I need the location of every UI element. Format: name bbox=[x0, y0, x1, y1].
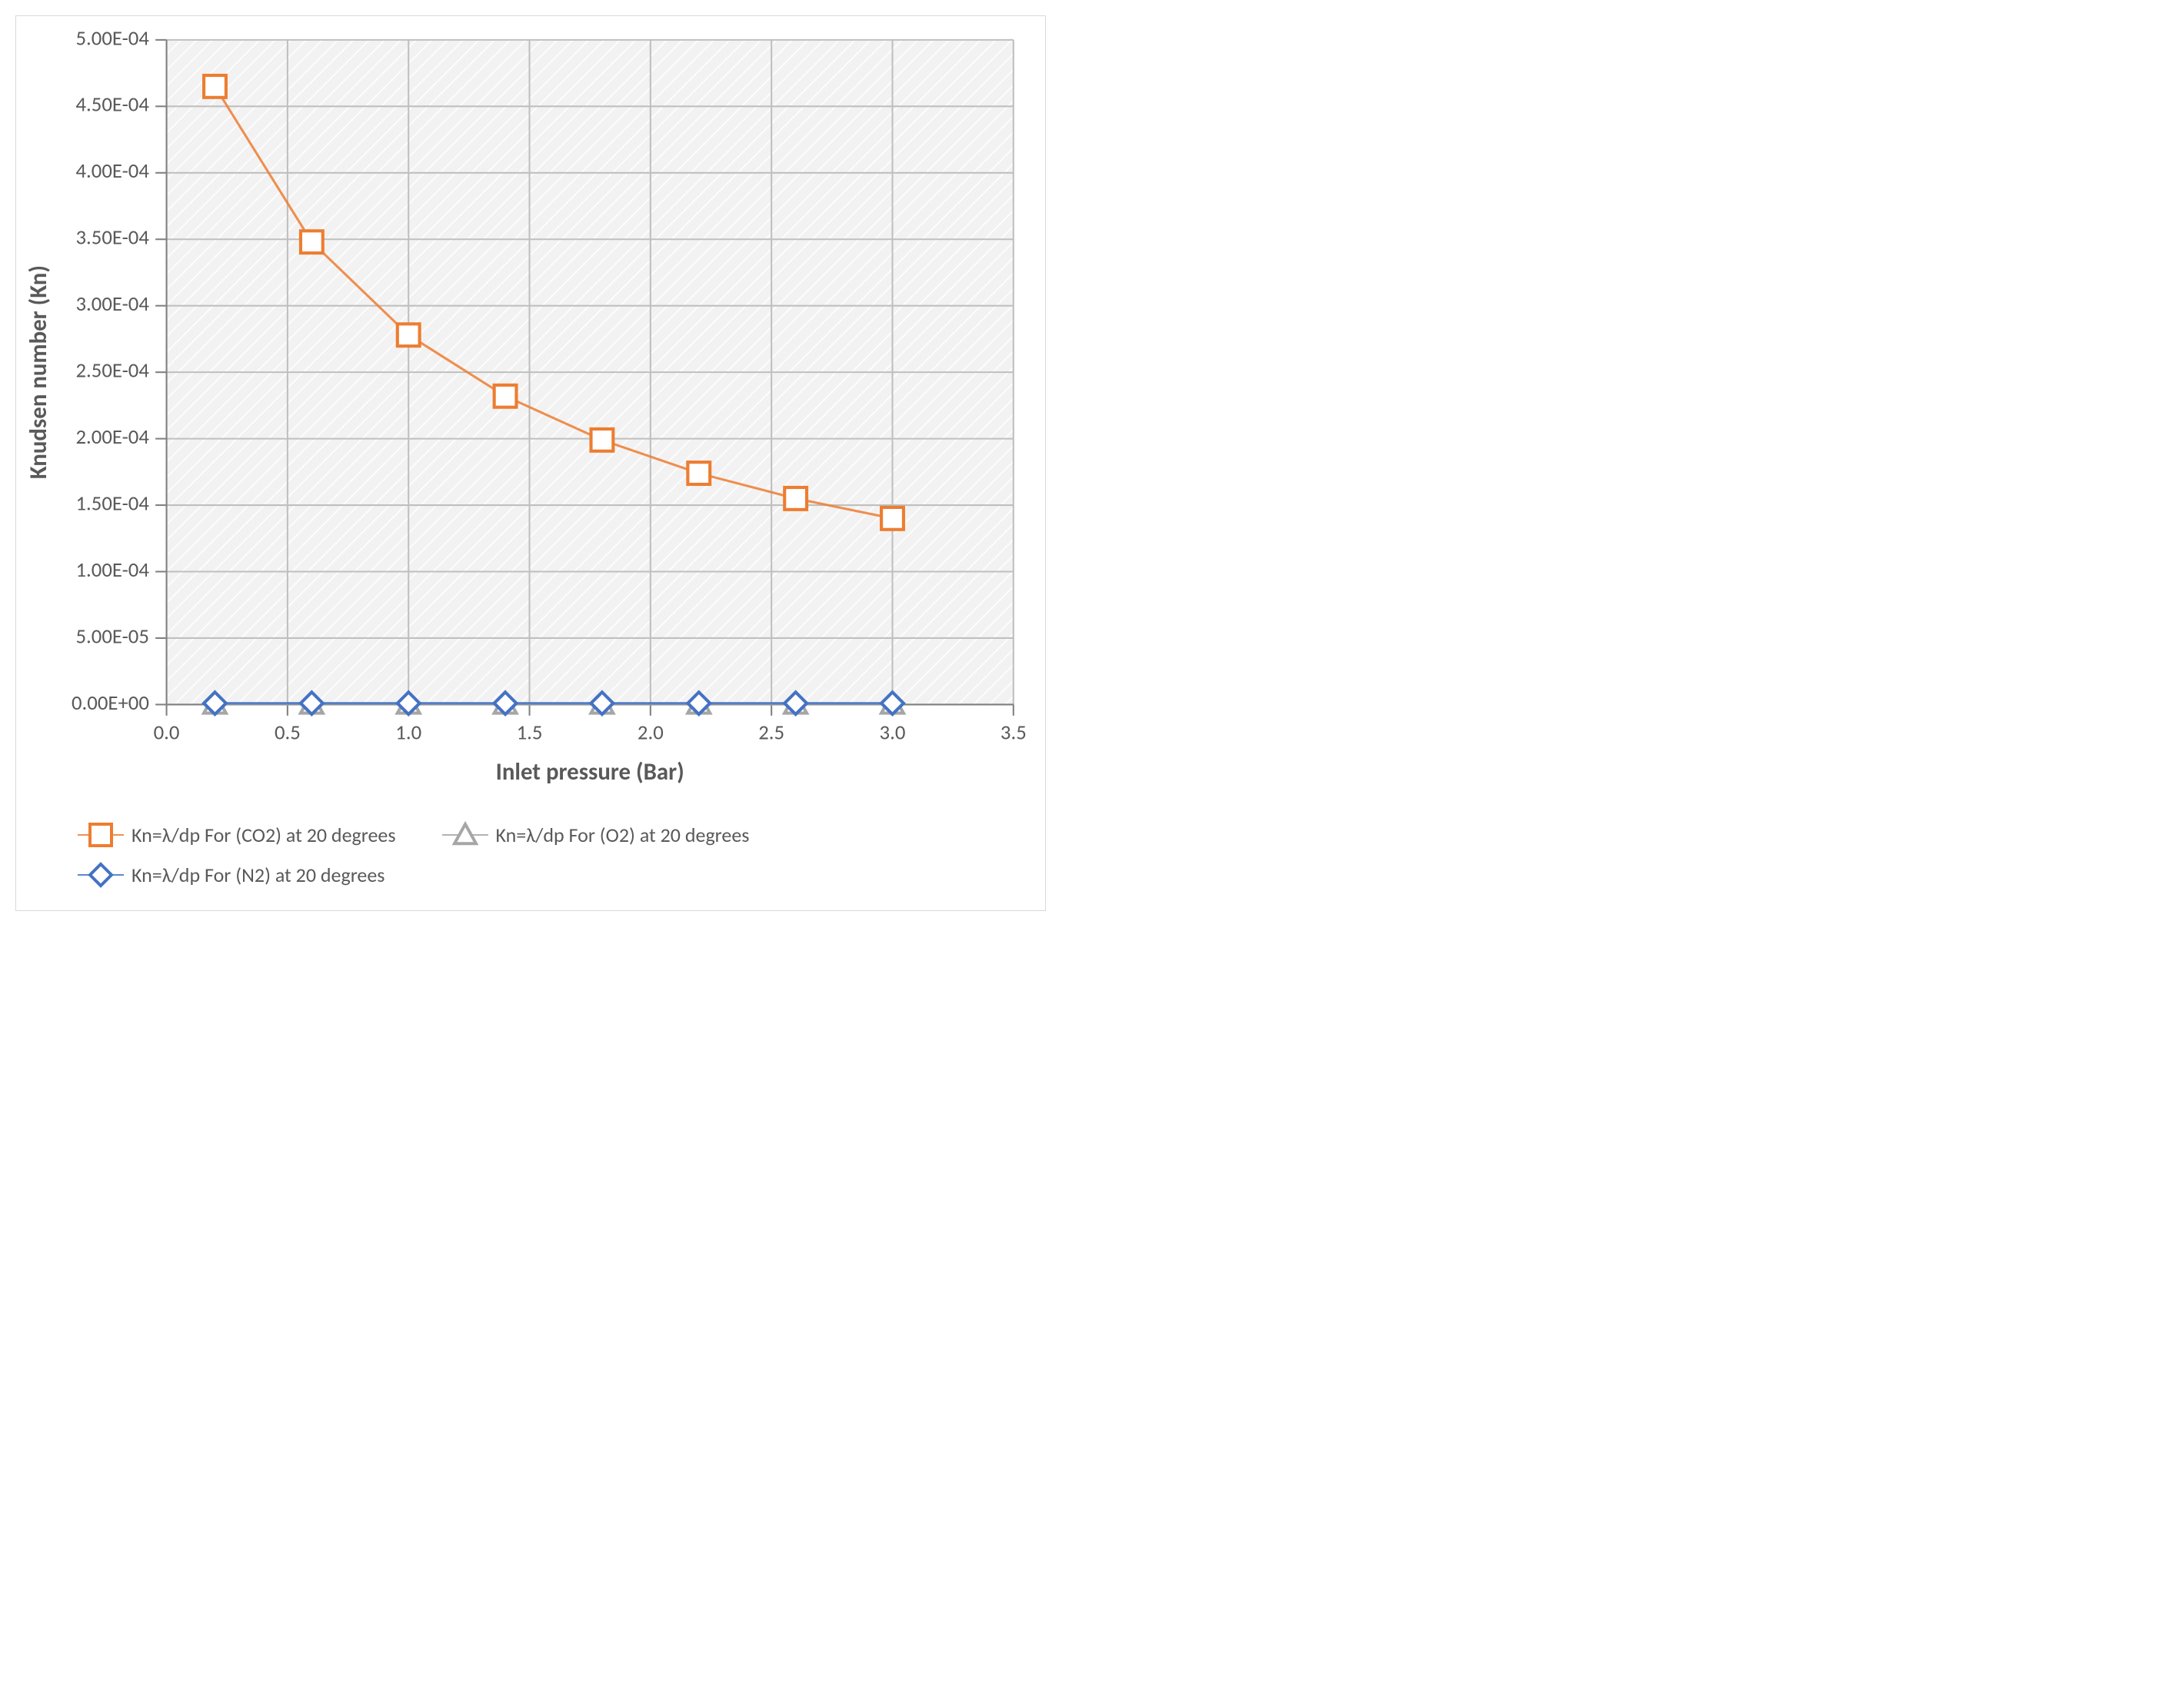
legend-swatch-n2 bbox=[78, 866, 124, 884]
legend-swatch-co2 bbox=[78, 826, 124, 844]
y-tick-label: 2.50E-04 bbox=[75, 359, 149, 384]
y-tick-label: 4.00E-04 bbox=[75, 159, 149, 184]
x-tick-label: 1.5 bbox=[517, 721, 543, 746]
x-tick-label: 3.0 bbox=[880, 721, 906, 746]
x-tick-label: 2.5 bbox=[758, 721, 784, 746]
y-tick-label: 2.00E-04 bbox=[75, 425, 149, 450]
legend-item-o2: Kn=λ/dp For (O2) at 20 degrees bbox=[442, 823, 750, 847]
chart-card: 0.00E+00 5.00E-05 1.00E-04 1.50E-04 2.00E-04… bbox=[15, 15, 1046, 911]
x-tick-label: 2.0 bbox=[638, 721, 664, 746]
x-tick-label: 0.5 bbox=[275, 721, 301, 746]
legend-label-co2: Kn=λ/dp For (CO2) at 20 degrees bbox=[132, 823, 396, 847]
x-tick-label: 1.0 bbox=[395, 721, 421, 746]
y-tick-label: 5.00E-04 bbox=[75, 26, 149, 51]
knudsen-chart: 0.00E+00 5.00E-05 1.00E-04 1.50E-04 2.00E-04… bbox=[16, 16, 1045, 807]
y-tick-label: 0.00E+00 bbox=[72, 691, 149, 716]
legend-swatch-o2 bbox=[442, 826, 488, 844]
legend-item-n2: Kn=λ/dp For (N2) at 20 degrees bbox=[78, 863, 385, 887]
x-tick-label: 3.5 bbox=[1000, 721, 1027, 746]
legend-label-n2: Kn=λ/dp For (N2) at 20 degrees bbox=[132, 863, 385, 887]
y-tick-label: 1.50E-04 bbox=[75, 491, 149, 516]
legend-item-co2: Kn=λ/dp For (CO2) at 20 degrees bbox=[78, 823, 396, 847]
y-tick-label: 5.00E-05 bbox=[75, 624, 148, 649]
legend-label-o2: Kn=λ/dp For (O2) at 20 degrees bbox=[496, 823, 750, 847]
x-axis-title: Inlet pressure (Bar) bbox=[496, 758, 684, 786]
y-tick-label: 3.00E-04 bbox=[75, 292, 149, 317]
chart-legend: Kn=λ/dp For (CO2) at 20 degrees Kn=λ/dp F… bbox=[16, 807, 1045, 910]
y-tick-label: 1.00E-04 bbox=[75, 558, 149, 583]
y-tick-label: 3.50E-04 bbox=[75, 226, 149, 251]
y-tick-label: 4.50E-04 bbox=[75, 93, 149, 118]
y-axis-title: Knudsen number (Kn) bbox=[25, 265, 53, 479]
x-tick-label: 0.0 bbox=[154, 721, 180, 746]
